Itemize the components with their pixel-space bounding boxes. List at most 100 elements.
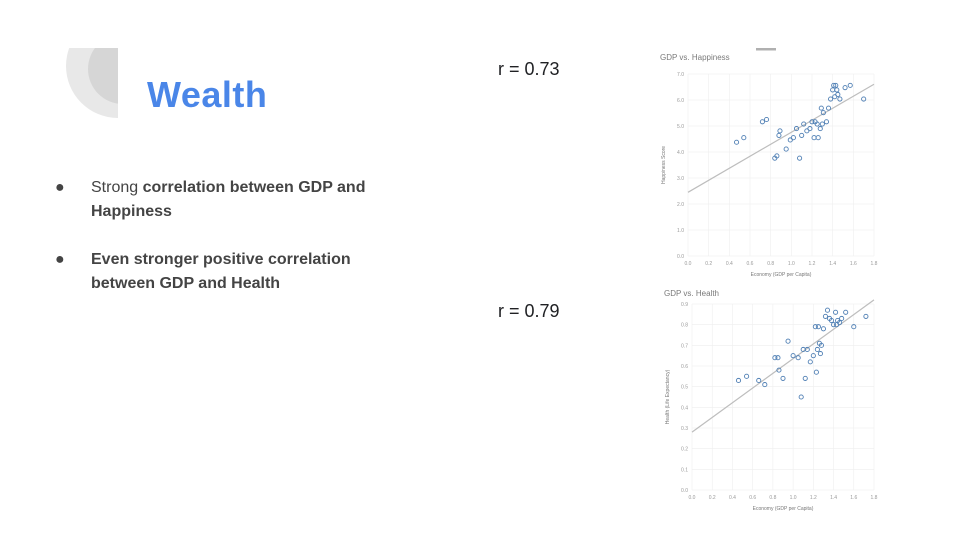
- chart-y-tick-label: 1.0: [677, 228, 684, 234]
- chart-data-point: [828, 317, 835, 324]
- chart-data-point: [842, 85, 848, 91]
- chart-y-tick-label: 0.0: [681, 488, 688, 494]
- chart-x-axis-label: Economy (GDP per Capita): [753, 506, 814, 512]
- chart-x-tick-label: 1.4: [829, 261, 836, 267]
- chart-y-tick-label: 0.9: [681, 302, 688, 308]
- chart-data-point: [759, 119, 765, 125]
- chart-gdp-vs-happiness: GDP vs. Happiness 0.0 1.0 2.0 3.0 4.0 5.0 6.0 7.…: [652, 44, 892, 285]
- chart-data-point: [815, 324, 821, 330]
- chart-data-point: [802, 375, 808, 381]
- chart-data-point: [774, 153, 780, 159]
- chart-data-point: [762, 382, 768, 388]
- chart-y-tick-label: 0.7: [681, 343, 688, 349]
- chart-data-point: [820, 326, 826, 332]
- chart-y-tick-label: 6.0: [677, 98, 684, 104]
- chart-data-point: [783, 146, 789, 152]
- chart-trendline: [691, 299, 875, 433]
- correlation-label-health: r = 0.79: [498, 301, 560, 321]
- chart-data-point: [807, 126, 813, 132]
- chart-data-point: [801, 121, 807, 127]
- chart-x-tick-label: 1.2: [809, 261, 816, 267]
- chart-x-tick-label: 0.0: [685, 261, 692, 267]
- chart-x-tick-label: 1.6: [850, 495, 857, 501]
- chart-title: GDP vs. Health: [664, 289, 719, 298]
- chart-data-point: [828, 96, 834, 102]
- chart-x-tick-label: 1.4: [830, 495, 837, 501]
- chart-data-point: [843, 309, 849, 315]
- chart-gdp-vs-health: GDP vs. Health 0.0 0.1 0.2 0.3 0.4 0.5 0.6 0.7 0.…: [656, 280, 892, 525]
- chart-data-point: [780, 375, 786, 381]
- chart-data-point: [837, 320, 843, 326]
- chart-data-point: [814, 346, 820, 353]
- chart-y-axis-label: Happiness Score: [661, 146, 667, 184]
- chart-x-tick-label: 0.4: [726, 261, 733, 267]
- decorative-quarter-circles: [66, 48, 176, 138]
- chart-x-tick-label: 1.2: [810, 495, 817, 501]
- chart-x-tick-label: 1.6: [850, 261, 857, 267]
- chart-y-tick-label: 0.8: [681, 323, 688, 329]
- correlation-label-happiness: r = 0.73: [498, 59, 560, 79]
- chart-data-point: [744, 373, 750, 379]
- chart-data-point: [775, 355, 781, 361]
- chart-data-point: [863, 313, 869, 319]
- chart-data-point: [817, 126, 823, 132]
- chart-y-tick-label: 3.0: [677, 176, 684, 182]
- chart-data-point: [819, 121, 825, 127]
- chart-data-point: [814, 121, 820, 127]
- chart-data-point: [823, 119, 830, 125]
- chart-data-point: [798, 394, 804, 400]
- bullet-item-gdp-health: ● Even stronger positive correlation bet…: [55, 248, 385, 296]
- chart-x-tick-label: 0.6: [747, 261, 754, 267]
- chart-data-point: [822, 313, 829, 319]
- chart-data-point: [804, 346, 810, 353]
- bullet-list: ● Strong correlation between GDP and Hap…: [55, 176, 385, 320]
- decorative-mask: [118, 48, 176, 138]
- chart-x-axis-label: Economy (GDP per Capita): [751, 272, 812, 278]
- chart-x-tick-label: 0.8: [769, 495, 776, 501]
- chart-data-point: [837, 96, 843, 102]
- chart-data-point: [847, 82, 853, 88]
- chart-y-tick-label: 0.5: [681, 385, 688, 391]
- chart-data-point: [793, 126, 800, 132]
- chart-data-point: [772, 355, 778, 361]
- chart-data-point: [813, 369, 819, 375]
- chart-data-point: [833, 309, 839, 315]
- chart-trendline: [687, 83, 875, 193]
- chart-y-tick-label: 7.0: [677, 72, 684, 78]
- bullet-text-bold: Even stronger positive correlation betwe…: [91, 251, 351, 292]
- chart-title: GDP vs. Happiness: [660, 53, 730, 62]
- chart-y-axis-label: Health (Life Expectancy): [665, 369, 671, 424]
- chart-data-point: [741, 135, 747, 141]
- chart-data-point: [834, 87, 840, 93]
- bullet-dot-icon: ●: [55, 179, 65, 196]
- chart-y-tick-label: 4.0: [677, 150, 684, 156]
- chart-x-tick-label: 0.2: [705, 261, 712, 267]
- chart-data-point: [776, 367, 782, 373]
- chart-x-tick-label: 0.2: [709, 495, 716, 501]
- chart-data-point: [861, 96, 867, 102]
- chart-x-tick-label: 0.6: [749, 495, 756, 501]
- chart-data-point: [835, 91, 841, 98]
- chart-y-tick-label: 0.0: [677, 254, 684, 260]
- chart-handle: [756, 48, 776, 51]
- chart-data-point: [790, 135, 796, 141]
- chart-data-point: [820, 110, 826, 116]
- chart-x-tick-label: 0.8: [767, 261, 774, 267]
- chart-x-tick-label: 1.0: [790, 495, 797, 501]
- chart-data-point: [799, 132, 805, 138]
- bullet-item-gdp-happiness: ● Strong correlation between GDP and Hap…: [55, 176, 385, 224]
- chart-y-tick-label: 0.3: [681, 426, 688, 432]
- chart-data-point: [807, 359, 813, 365]
- chart-y-tick-label: 0.1: [681, 467, 688, 473]
- chart-data-point: [839, 315, 845, 322]
- chart-x-tick-label: 1.8: [871, 495, 878, 501]
- chart-data-point: [795, 355, 801, 361]
- chart-data-point: [777, 128, 783, 134]
- bullet-text-normal: Strong: [91, 179, 143, 196]
- chart-data-point: [815, 135, 821, 141]
- chart-svg-happiness: GDP vs. Happiness 0.0 1.0 2.0 3.0 4.0 5.0 6.0 7.…: [660, 48, 878, 278]
- bullet-text-bold: correlation between GDP and Happiness: [91, 179, 366, 220]
- chart-data-point: [831, 322, 837, 328]
- chart-data-point: [735, 377, 742, 384]
- chart-data-point: [825, 105, 832, 111]
